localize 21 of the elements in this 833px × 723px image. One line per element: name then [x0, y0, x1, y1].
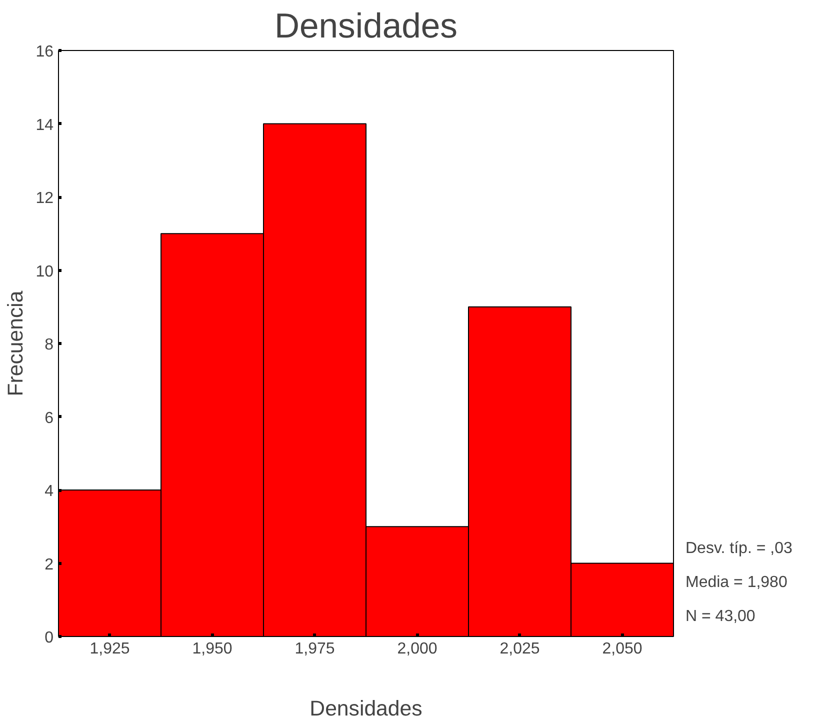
x-tick-label: 2,025	[500, 640, 540, 658]
x-tick-label: 1,975	[294, 640, 335, 658]
y-tick-label: 4	[44, 483, 54, 500]
y-tick-label: 12	[36, 190, 54, 207]
x-tick-label: 2,050	[602, 640, 642, 658]
y-axis-title: Frecuencia	[4, 290, 28, 396]
x-axis-title: Densidades	[310, 696, 422, 720]
y-tick-label: 16	[36, 44, 54, 60]
x-tick-label: 2,000	[397, 640, 438, 658]
text: N = 43,00	[686, 608, 756, 625]
y-tick-label: 6	[44, 410, 54, 427]
y-tick-label: 10	[36, 263, 54, 280]
y-tick-label: 0	[44, 630, 54, 646]
y-tick-label: 8	[44, 336, 54, 354]
chart-title: Densidades	[274, 8, 458, 46]
text: Media = 1,980	[686, 574, 788, 591]
x-tick-label: 1,925	[90, 640, 130, 658]
text: Desv. típ. = ,03	[686, 540, 792, 557]
y-tick-label: 2	[44, 556, 54, 574]
y-tick-label: 14	[36, 116, 54, 134]
x-tick-label: 1,950	[192, 640, 232, 658]
